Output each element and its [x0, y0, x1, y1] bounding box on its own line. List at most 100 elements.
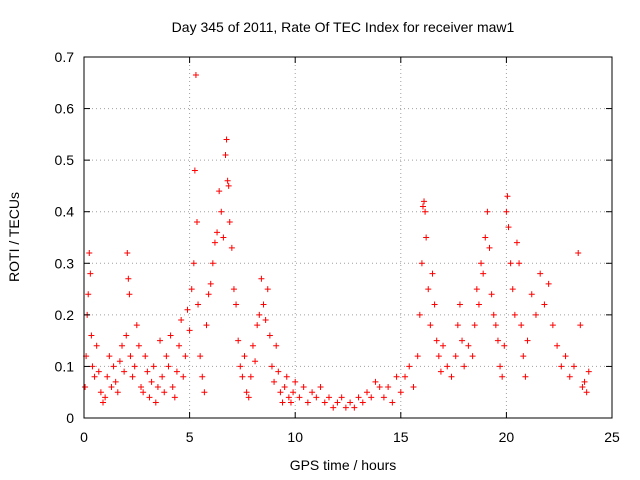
y-tick-label: 0.2	[55, 307, 75, 323]
data-point	[435, 353, 442, 360]
data-point	[414, 353, 421, 360]
data-point	[104, 373, 111, 380]
data-point	[182, 353, 189, 360]
data-point	[216, 188, 223, 195]
data-point	[116, 358, 123, 365]
data-point	[532, 311, 539, 318]
data-point	[249, 342, 256, 349]
data-point	[188, 286, 195, 293]
data-point	[230, 286, 237, 293]
data-point	[233, 301, 240, 308]
data-point	[570, 363, 577, 370]
data-point	[579, 384, 586, 391]
x-tick-label: 20	[499, 429, 515, 445]
data-point	[549, 322, 556, 329]
data-point	[364, 389, 371, 396]
data-point	[91, 373, 98, 380]
data-point	[86, 249, 93, 256]
data-point	[338, 394, 345, 401]
data-point	[165, 363, 172, 370]
data-point	[461, 363, 468, 370]
data-point	[191, 167, 198, 174]
y-tick-label: 0	[66, 410, 74, 426]
data-point	[431, 301, 438, 308]
data-point	[123, 332, 130, 339]
data-point	[492, 322, 499, 329]
data-point	[419, 203, 426, 210]
data-point	[503, 208, 510, 215]
data-point	[142, 353, 149, 360]
x-tick-label: 5	[186, 429, 194, 445]
data-point	[277, 389, 284, 396]
data-point	[518, 322, 525, 329]
data-point	[287, 399, 294, 406]
data-point	[421, 198, 428, 205]
plot-frame	[83, 56, 613, 419]
data-point	[490, 311, 497, 318]
data-point	[296, 394, 303, 401]
data-point	[224, 177, 231, 184]
data-point	[106, 353, 113, 360]
data-point	[95, 368, 102, 375]
data-point	[325, 394, 332, 401]
data-point	[154, 384, 161, 391]
data-point	[207, 280, 214, 287]
data-point	[171, 394, 178, 401]
data-point	[537, 270, 544, 277]
data-point	[114, 389, 121, 396]
data-point	[465, 342, 472, 349]
data-point	[488, 291, 495, 298]
data-point	[126, 291, 133, 298]
data-point	[393, 373, 400, 380]
y-tick-label: 0.4	[55, 204, 75, 220]
data-point	[528, 291, 535, 298]
data-point	[522, 373, 529, 380]
data-point	[440, 342, 447, 349]
y-tick-label: 0.6	[55, 101, 75, 117]
data-point	[507, 260, 514, 267]
data-point	[235, 337, 242, 344]
data-point	[273, 342, 280, 349]
data-point	[193, 219, 200, 226]
data-point	[140, 389, 147, 396]
data-point	[486, 244, 493, 251]
data-point	[129, 373, 136, 380]
data-point	[290, 389, 297, 396]
data-point	[583, 389, 590, 396]
data-point	[112, 378, 119, 385]
data-point	[190, 260, 197, 267]
data-point	[545, 280, 552, 287]
data-point	[225, 182, 232, 189]
data-point	[501, 342, 508, 349]
data-point	[268, 363, 275, 370]
data-point	[124, 249, 131, 256]
chart-title: Day 345 of 2011, Rate Of TEC Index for r…	[172, 19, 515, 35]
data-point	[385, 384, 392, 391]
data-point	[516, 260, 523, 267]
data-point	[271, 378, 278, 385]
data-point	[195, 301, 202, 308]
labels-layer: 0 5 10 15 20 25 0 0.1 0.2 0.3 0.4 0.5 0.6 0.7	[55, 49, 620, 445]
data-point	[133, 322, 140, 329]
x-tick-label: 10	[287, 429, 303, 445]
data-point	[119, 342, 126, 349]
data-point	[541, 301, 548, 308]
data-point	[330, 404, 337, 411]
data-point	[223, 136, 230, 143]
data-point	[237, 363, 244, 370]
data-point	[125, 275, 132, 282]
data-point	[180, 373, 187, 380]
data-point	[347, 399, 354, 406]
data-point	[475, 301, 482, 308]
data-point	[480, 270, 487, 277]
data-point	[279, 399, 286, 406]
data-point	[300, 384, 307, 391]
data-point	[433, 337, 440, 344]
data-point	[317, 384, 324, 391]
data-point	[127, 353, 134, 360]
data-point	[376, 384, 383, 391]
data-point	[148, 378, 155, 385]
y-tick-label: 0.1	[55, 358, 75, 374]
data-point	[562, 353, 569, 360]
